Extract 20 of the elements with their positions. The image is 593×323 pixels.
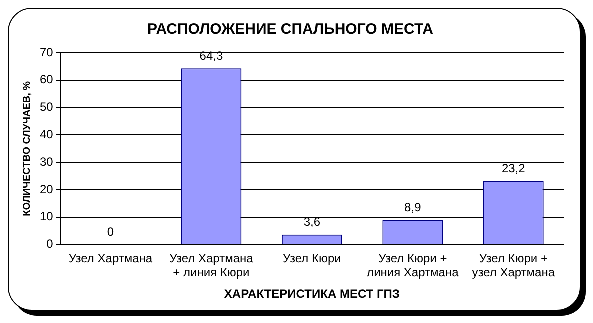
x-tick-label: Узел Кюри + узел Хартмана — [472, 251, 556, 280]
y-tick-label: 70 — [40, 45, 54, 60]
y-tick-label: 40 — [40, 128, 54, 142]
data-label: 8,9 — [404, 200, 422, 215]
y-axis-title: КОЛИЧЕСТВО СЛУЧАЕВ, % — [22, 81, 33, 216]
x-axis-title: ХАРАКТЕРИСТИКА МЕСТ ГПЗ — [224, 287, 400, 302]
data-label: 23,2 — [502, 162, 526, 176]
y-tick-label: 10 — [40, 210, 54, 224]
data-label: 0 — [107, 225, 114, 240]
y-tick-label: 50 — [40, 100, 54, 114]
y-tick-label: 60 — [40, 72, 54, 87]
y-tick-label: 30 — [40, 154, 54, 169]
x-tick-label: Узел Хартмана + линия Кюри — [170, 251, 254, 280]
x-tick-label: Узел Кюри — [283, 251, 342, 266]
y-tick-label: 0 — [46, 237, 54, 252]
y-tick-label: 20 — [40, 182, 54, 196]
chart-title: РАСПОЛОЖЕНИЕ СПАЛЬНОГО МЕСТА — [148, 21, 434, 38]
data-label: 3,6 — [304, 215, 321, 230]
x-tick-label: Узел Кюри + линия Хартмана — [367, 251, 460, 280]
x-tick-label: Узел Хартмана — [68, 251, 153, 266]
